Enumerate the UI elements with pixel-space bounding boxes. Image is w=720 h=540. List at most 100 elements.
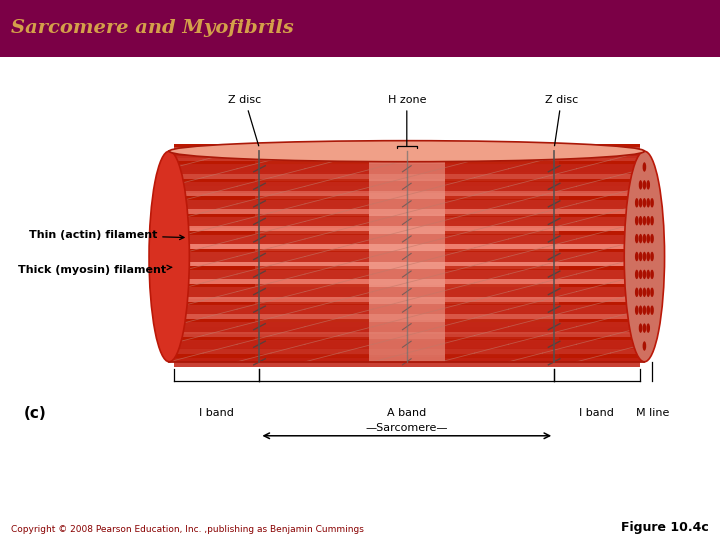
Bar xyxy=(255,284,369,287)
Bar xyxy=(174,336,255,340)
Bar xyxy=(445,231,559,235)
Bar xyxy=(169,347,644,355)
Bar xyxy=(169,291,644,299)
Bar xyxy=(169,186,644,193)
Bar xyxy=(174,231,255,235)
Bar xyxy=(174,322,639,332)
Bar xyxy=(169,270,644,278)
Bar xyxy=(169,354,644,362)
Bar xyxy=(559,161,639,165)
Ellipse shape xyxy=(647,180,650,190)
Bar xyxy=(559,144,639,147)
Bar xyxy=(174,301,255,305)
Bar xyxy=(445,354,559,357)
Bar xyxy=(169,263,644,271)
Ellipse shape xyxy=(635,234,639,244)
Bar xyxy=(169,305,644,313)
Bar xyxy=(559,214,639,217)
Text: Sarcomere and Myofibrils: Sarcomere and Myofibrils xyxy=(11,19,294,37)
Ellipse shape xyxy=(650,269,654,279)
Bar xyxy=(169,172,644,179)
Ellipse shape xyxy=(642,323,647,333)
Bar xyxy=(169,319,644,327)
Bar xyxy=(169,235,644,242)
Ellipse shape xyxy=(647,216,650,225)
Bar xyxy=(559,354,639,357)
Ellipse shape xyxy=(642,216,647,225)
Ellipse shape xyxy=(650,198,654,207)
Bar xyxy=(559,301,639,305)
Ellipse shape xyxy=(635,198,639,207)
Ellipse shape xyxy=(169,140,644,162)
Bar xyxy=(169,277,644,285)
Ellipse shape xyxy=(650,234,654,244)
Ellipse shape xyxy=(647,306,650,315)
Ellipse shape xyxy=(647,323,650,333)
Ellipse shape xyxy=(635,306,639,315)
Bar xyxy=(169,298,644,306)
Bar xyxy=(445,336,559,340)
Bar xyxy=(169,228,644,235)
Ellipse shape xyxy=(642,180,647,190)
Ellipse shape xyxy=(639,234,642,244)
Ellipse shape xyxy=(650,306,654,315)
Bar xyxy=(174,284,255,287)
Ellipse shape xyxy=(642,234,647,244)
Bar xyxy=(169,312,644,320)
Bar xyxy=(255,144,369,147)
Text: Thin (actin) filament: Thin (actin) filament xyxy=(29,230,184,240)
Ellipse shape xyxy=(642,306,647,315)
Bar xyxy=(559,336,639,340)
Ellipse shape xyxy=(647,198,650,207)
Ellipse shape xyxy=(635,252,639,261)
Text: I band: I band xyxy=(199,408,234,418)
Bar xyxy=(445,249,559,252)
Text: H zone: H zone xyxy=(387,95,426,147)
Text: (c): (c) xyxy=(24,406,47,421)
Bar xyxy=(445,196,559,200)
Ellipse shape xyxy=(650,288,654,297)
Bar xyxy=(169,326,644,334)
Bar xyxy=(445,179,559,182)
Text: Copyright © 2008 Pearson Education, Inc. ,publishing as Benjamin Cummings: Copyright © 2008 Pearson Education, Inc.… xyxy=(11,524,364,534)
Ellipse shape xyxy=(639,306,642,315)
Ellipse shape xyxy=(635,288,639,297)
Bar xyxy=(169,256,644,264)
Bar xyxy=(255,231,369,235)
Bar xyxy=(445,161,559,165)
Bar xyxy=(169,207,644,214)
Ellipse shape xyxy=(639,269,642,279)
Bar xyxy=(369,151,445,362)
Ellipse shape xyxy=(639,323,642,333)
Text: Z disc: Z disc xyxy=(228,95,261,146)
Ellipse shape xyxy=(635,269,639,279)
Bar xyxy=(174,249,255,252)
Bar xyxy=(255,354,369,357)
Bar xyxy=(255,266,369,270)
Bar xyxy=(0,0,720,57)
Ellipse shape xyxy=(639,216,642,225)
Bar xyxy=(255,336,369,340)
Text: Z disc: Z disc xyxy=(545,95,578,146)
Ellipse shape xyxy=(639,252,642,261)
Ellipse shape xyxy=(639,180,642,190)
Ellipse shape xyxy=(642,198,647,207)
Bar xyxy=(559,231,639,235)
Bar xyxy=(174,179,255,182)
Bar xyxy=(174,354,255,357)
Bar xyxy=(174,266,255,270)
Ellipse shape xyxy=(647,234,650,244)
Bar xyxy=(169,158,644,165)
Bar xyxy=(169,214,644,221)
Bar xyxy=(559,284,639,287)
Ellipse shape xyxy=(650,252,654,261)
Bar xyxy=(174,146,639,156)
Ellipse shape xyxy=(642,252,647,261)
Bar xyxy=(255,214,369,217)
Bar xyxy=(445,301,559,305)
Bar xyxy=(445,144,559,147)
Ellipse shape xyxy=(639,288,642,297)
Bar xyxy=(174,234,639,244)
Ellipse shape xyxy=(639,198,642,207)
Bar xyxy=(174,214,255,217)
